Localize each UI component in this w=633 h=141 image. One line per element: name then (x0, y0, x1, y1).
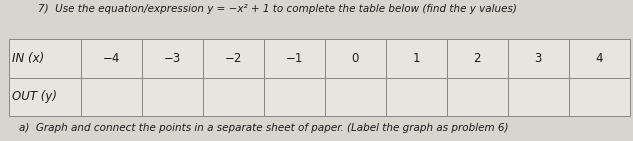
Bar (264, 39, 325, 78)
Bar (508, 78, 569, 116)
Text: 0: 0 (352, 52, 359, 65)
Bar (325, 78, 386, 116)
Text: 1: 1 (413, 52, 420, 65)
Bar (203, 78, 264, 116)
Bar (325, 39, 386, 78)
Bar (81, 39, 142, 78)
Bar (142, 39, 203, 78)
Text: OUT (y): OUT (y) (12, 90, 57, 103)
Bar (81, 78, 142, 116)
Bar (508, 39, 569, 78)
Bar (142, 78, 203, 116)
Bar (386, 78, 447, 116)
Text: 3: 3 (535, 52, 542, 65)
Bar (203, 39, 264, 78)
Text: −1: −1 (285, 52, 303, 65)
Bar (569, 78, 630, 116)
Text: −4: −4 (103, 52, 120, 65)
Bar (9, 39, 81, 78)
Bar (386, 39, 447, 78)
Text: −2: −2 (225, 52, 242, 65)
Bar (9, 78, 81, 116)
Text: −3: −3 (164, 52, 181, 65)
Bar (447, 78, 508, 116)
Text: a)  Graph and connect the points in a separate sheet of paper. (Label the graph : a) Graph and connect the points in a sep… (19, 123, 508, 133)
Text: 2: 2 (473, 52, 481, 65)
Text: IN (x): IN (x) (12, 52, 44, 65)
Bar (447, 39, 508, 78)
Text: 7)  Use the equation/expression y = −x² + 1 to complete the table below (find th: 7) Use the equation/expression y = −x² +… (38, 4, 517, 14)
Bar (569, 39, 630, 78)
Bar (264, 78, 325, 116)
Text: 4: 4 (596, 52, 603, 65)
